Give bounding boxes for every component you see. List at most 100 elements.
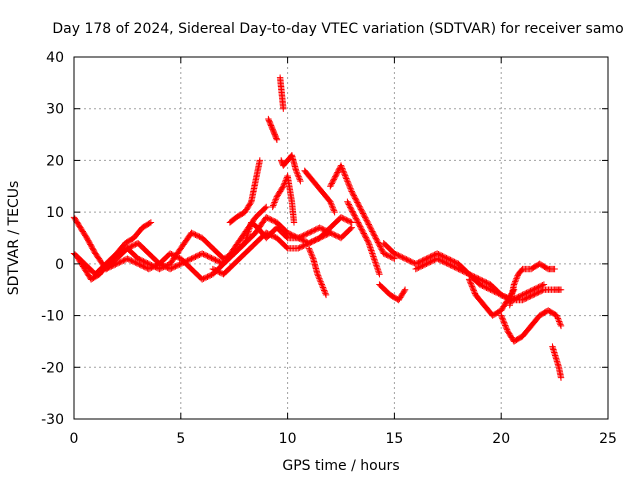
data-point (327, 198, 334, 205)
data-point (343, 175, 350, 182)
data-point (169, 264, 176, 271)
data-point (313, 236, 321, 243)
data-point (303, 241, 310, 248)
data-series-trace15 (376, 281, 409, 304)
data-point (297, 177, 304, 185)
data-point (373, 236, 380, 243)
data-point (333, 232, 341, 240)
data-point (147, 219, 155, 226)
data-point (480, 278, 488, 285)
data-point (152, 262, 159, 269)
data-point (168, 265, 175, 272)
data-point (263, 203, 270, 211)
data-point (110, 261, 118, 269)
data-point (307, 228, 314, 236)
data-point (435, 256, 442, 263)
data-point (150, 263, 158, 270)
data-point (360, 230, 367, 237)
data-point (104, 265, 111, 272)
data-point (296, 235, 303, 242)
data-point (329, 204, 336, 211)
data-point (270, 202, 277, 209)
data-point (522, 295, 529, 302)
data-point (347, 218, 354, 226)
data-point (513, 275, 520, 282)
data-point (415, 264, 422, 271)
data-point (512, 278, 519, 285)
data-point (134, 260, 142, 268)
data-point (124, 245, 131, 252)
data-point (473, 274, 481, 282)
data-point (319, 282, 326, 290)
data-point (357, 204, 364, 212)
data-point (196, 233, 203, 240)
data-point (322, 290, 329, 297)
data-point (142, 264, 150, 271)
data-point (510, 281, 518, 288)
data-point (190, 230, 198, 238)
data-point (289, 232, 297, 239)
data-point (136, 261, 143, 268)
data-series-trace7 (265, 115, 281, 143)
data-point (477, 276, 485, 284)
data-point (292, 233, 299, 240)
data-point (328, 180, 335, 187)
data-series-trace14 (344, 198, 383, 278)
data-point (557, 374, 565, 381)
data-point (160, 262, 167, 269)
data-point (334, 169, 341, 176)
data-point (297, 236, 305, 243)
data-point (273, 136, 281, 143)
data-point (353, 216, 360, 223)
data-point (116, 259, 123, 266)
data-point (362, 214, 369, 221)
data-point (273, 135, 280, 142)
data-point (369, 228, 376, 235)
data-point (448, 262, 456, 269)
data-point (294, 170, 301, 177)
data-point (267, 231, 274, 238)
data-point (331, 231, 338, 238)
data-series-trace21 (549, 343, 565, 381)
data-point (368, 248, 376, 256)
data-point (168, 250, 175, 258)
data-point (172, 252, 179, 260)
data-point (557, 321, 564, 328)
data-point (347, 185, 354, 192)
data-point (361, 213, 368, 220)
data-point (375, 240, 382, 248)
data-point (360, 211, 367, 219)
data-point (470, 287, 478, 294)
data-point (353, 197, 360, 205)
data-point (338, 163, 345, 171)
data-point (188, 229, 195, 237)
data-point (308, 228, 315, 235)
data-point (128, 243, 135, 250)
data-point (349, 189, 356, 197)
data-point (308, 252, 316, 259)
data-point (349, 191, 357, 198)
x-tick-label: 15 (385, 431, 403, 447)
data-point (366, 224, 374, 231)
data-point (467, 280, 475, 287)
data-point (173, 253, 180, 260)
data-point (271, 197, 279, 205)
data-point (371, 256, 378, 263)
data-series-trace3 (75, 219, 155, 283)
data-point (216, 258, 223, 266)
x-tick-label: 5 (176, 431, 185, 447)
tick-layer: 0 5 10 15 20 25 -30 -20 -10 0 10 20 30 40 (41, 50, 617, 447)
data-point (347, 225, 354, 232)
data-point (108, 263, 115, 270)
data-point (201, 251, 209, 259)
data-point (468, 283, 476, 290)
data-point (501, 320, 508, 328)
data-point (264, 214, 271, 222)
data-point (202, 252, 210, 259)
data-point (309, 227, 317, 235)
data-series-trace6 (226, 157, 264, 226)
data-point (375, 268, 382, 275)
data-point (534, 289, 541, 297)
data-point (130, 241, 138, 249)
